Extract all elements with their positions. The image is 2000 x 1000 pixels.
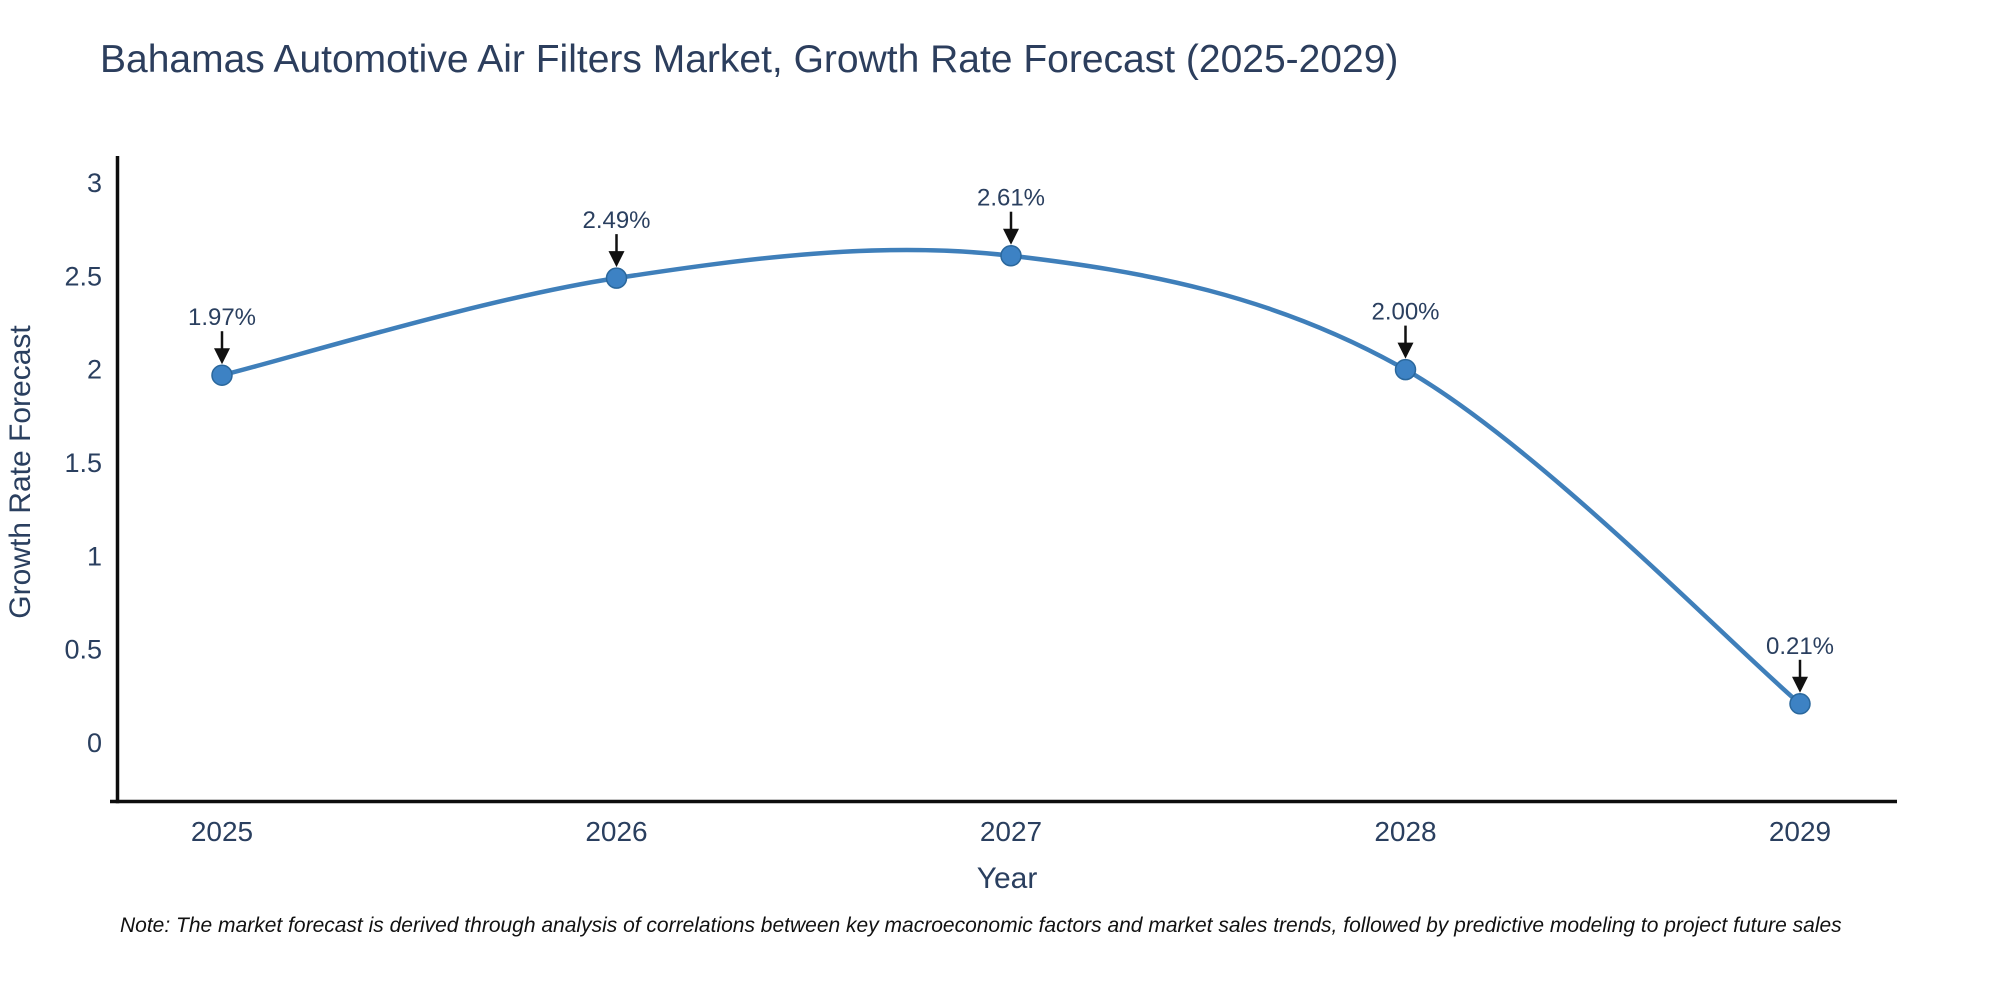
data-point-2027[interactable] <box>1000 244 1022 267</box>
annotation-label-2028: 2.00% <box>1371 299 1439 326</box>
y-tick-label-1.5: 1.5 <box>64 448 102 478</box>
data-point-2029[interactable] <box>1789 693 1811 715</box>
annotation-label-2029: 0.21% <box>1766 633 1834 660</box>
data-point-2026[interactable] <box>605 267 628 289</box>
annotation-arrowhead-2025 <box>214 348 230 365</box>
y-tick-label-2.5: 2.5 <box>64 261 102 291</box>
x-axis-title: Year <box>977 862 1038 895</box>
data-point-2025[interactable] <box>211 364 233 386</box>
x-tick-label-2028: 2028 <box>1374 816 1436 847</box>
annotation-label-2026: 2.49% <box>582 207 650 234</box>
chart-title: Bahamas Automotive Air Filters Market, G… <box>100 38 1399 81</box>
annotation-arrowhead-2027 <box>1003 228 1019 245</box>
annotation-label-2027: 2.61% <box>977 185 1045 212</box>
y-tick-label-1: 1 <box>87 541 102 571</box>
x-tick-label-2027: 2027 <box>980 816 1042 847</box>
x-tick-label-2029: 2029 <box>1769 816 1831 847</box>
footnote: Note: The market forecast is derived thr… <box>120 914 1842 937</box>
data-point-2028[interactable] <box>1394 358 1417 381</box>
trend-line <box>219 247 1803 707</box>
annotation-label-2025: 1.97% <box>188 304 256 331</box>
annotation-arrowhead-2026 <box>608 251 625 268</box>
y-tick-label-3: 3 <box>87 168 102 198</box>
y-axis-title: Growth Rate Forecast <box>4 325 37 619</box>
annotation-arrowhead-2028 <box>1397 342 1414 359</box>
x-tick-label-2025: 2025 <box>191 816 253 847</box>
y-tick-label-0.5: 0.5 <box>64 635 102 665</box>
y-tick-label-2: 2 <box>87 355 102 385</box>
y-tick-label-0: 0 <box>87 728 102 758</box>
annotation-arrowhead-2029 <box>1792 676 1808 693</box>
x-tick-label-2026: 2026 <box>585 816 647 847</box>
